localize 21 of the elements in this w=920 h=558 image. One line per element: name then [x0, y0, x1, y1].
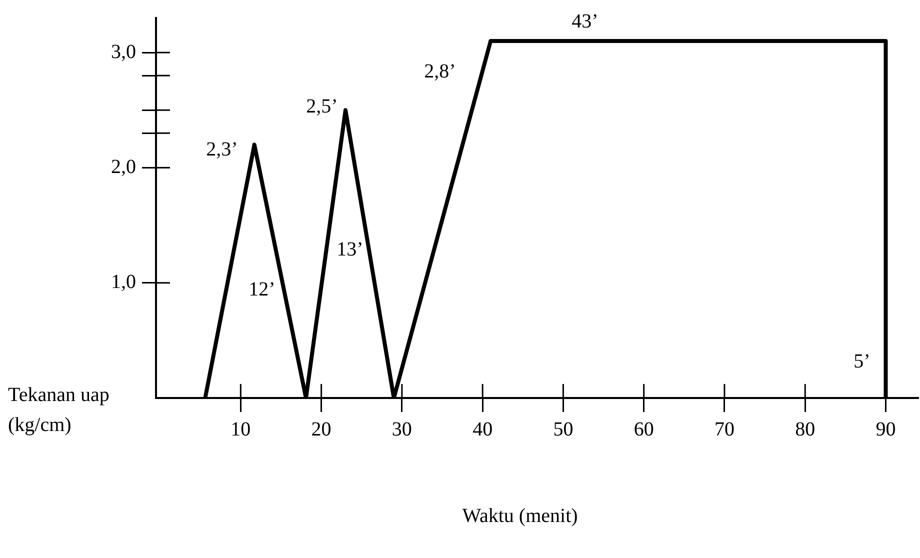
- x-tick-label: 20: [311, 418, 332, 440]
- x-axis-title: Waktu (menit): [461, 505, 579, 528]
- annotation: 2,5’: [306, 96, 338, 118]
- x-tick-label: 70: [714, 418, 734, 440]
- annotation: 5’: [854, 350, 870, 374]
- y-tick-label: 1,0: [111, 271, 136, 294]
- x-tick-label: 10: [230, 418, 251, 440]
- annotation: 2,3’: [206, 138, 238, 162]
- annotation: 2,8’: [424, 60, 456, 84]
- y-axis-title: Tekanan uap (kg/cm): [8, 383, 110, 438]
- x-tick-label: 90: [876, 418, 896, 440]
- x-tick-label: 60: [634, 418, 654, 440]
- x-tick-label: 40: [472, 418, 493, 440]
- annotation: 13’: [336, 238, 364, 262]
- annotation: 12’: [248, 278, 276, 302]
- x-tick-label: 30: [392, 418, 412, 440]
- y-tick-label: 3,0: [111, 40, 136, 63]
- annotation: 43’: [572, 10, 598, 34]
- x-tick-label: 80: [795, 418, 816, 440]
- y-tick-label: 2,0: [111, 156, 136, 178]
- x-tick-label: 50: [553, 418, 574, 440]
